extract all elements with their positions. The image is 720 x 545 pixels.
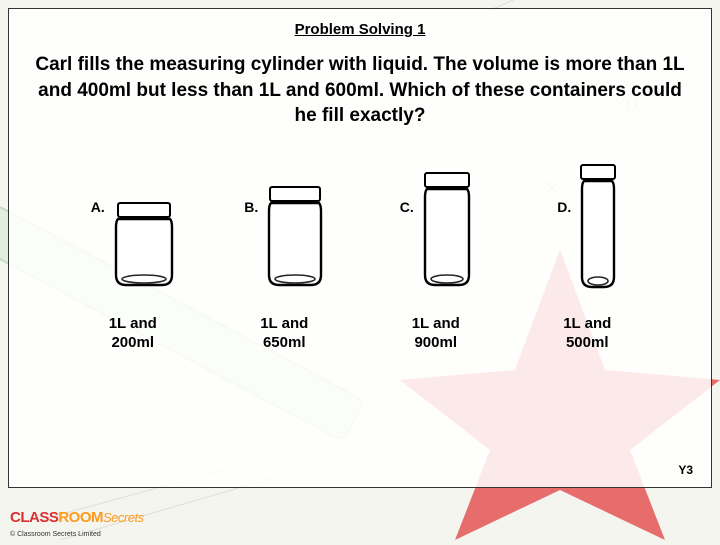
container-icon	[113, 201, 175, 297]
option-letter: C.	[400, 199, 414, 215]
option-label: 1L and650ml	[260, 315, 308, 353]
option-label: 1L and500ml	[563, 315, 611, 353]
option-B: B. 1L and650ml	[219, 157, 349, 353]
option-letter: D.	[557, 199, 571, 215]
container-icon	[422, 171, 472, 297]
option-letter: A.	[91, 199, 105, 215]
slide-frame: Problem Solving 1 Carl fills the measuri…	[8, 8, 712, 488]
option-letter: B.	[244, 199, 258, 215]
slide-title: Problem Solving 1	[27, 21, 693, 38]
container-icon	[579, 163, 617, 297]
option-C: C. 1L and900ml	[371, 157, 501, 353]
year-label: Y3	[678, 463, 693, 477]
copyright-text: © Classroom Secrets Limited	[10, 531, 101, 538]
brand-logo: CLASSROOMSecrets	[10, 509, 144, 526]
options-row: A. 1L and200ml B. 1L and650ml C. 1L and9…	[27, 157, 693, 353]
option-label: 1L and200ml	[109, 315, 157, 353]
option-A: A. 1L and200ml	[68, 157, 198, 353]
question-text: Carl fills the measuring cylinder with l…	[27, 52, 693, 129]
container-icon	[266, 185, 324, 297]
logo-sub: Secrets	[103, 510, 144, 525]
logo-part2: ROOM	[58, 509, 103, 526]
option-D: D. 1L and500ml	[522, 157, 652, 353]
logo-part1: CLASS	[10, 509, 58, 526]
option-label: 1L and900ml	[412, 315, 460, 353]
